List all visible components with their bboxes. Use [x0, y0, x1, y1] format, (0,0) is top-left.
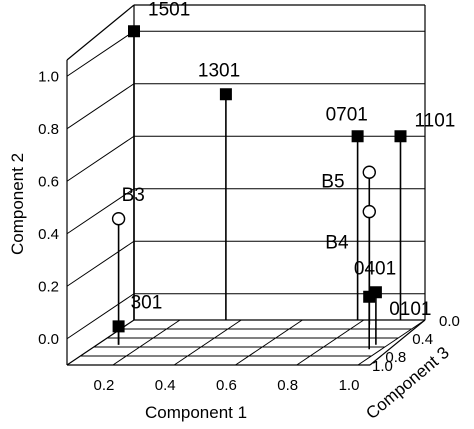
y-tick-label: 0.0 [38, 331, 59, 348]
x-gridline-floor [357, 319, 426, 366]
floor-right-edge [369, 319, 426, 366]
y-axis-title: Component 2 [8, 153, 27, 255]
stems [117, 31, 402, 350]
z-tick-label: 0.4 [412, 331, 433, 348]
point-label: 0401 [354, 258, 396, 279]
circle-marker [111, 212, 126, 226]
point-label: 1301 [198, 60, 240, 81]
x-tick-label: 0.2 [94, 377, 115, 394]
square-marker [219, 88, 232, 101]
x-tick-label: 0.6 [216, 377, 237, 394]
x-axis-title: Component 1 [145, 403, 247, 422]
markers [111, 25, 407, 333]
x-tick-label: 0.8 [277, 377, 298, 394]
square-marker [394, 130, 407, 143]
z-tick-label: 0.0 [439, 313, 460, 330]
point-label: B5 [321, 171, 344, 192]
square-marker [112, 320, 125, 333]
y-tick-label: 1.0 [38, 68, 59, 85]
z-tick-label: 0.8 [385, 349, 406, 366]
point-label: 1101 [414, 110, 455, 131]
y-gridline [66, 30, 425, 77]
x-gridline-floor [173, 319, 242, 366]
y-tick-label: 0.6 [38, 173, 59, 190]
x-gridline-floor [296, 319, 365, 366]
tick-labels: 0.00.20.40.60.81.00.2 0.4 0.6 0.8 1.00.00.40… [38, 68, 460, 394]
circle-marker [362, 204, 376, 219]
top-left-edge [66, 4, 135, 61]
square-marker [363, 290, 376, 303]
point-label: 1501 [148, 0, 190, 20]
point-label: 0101 [389, 299, 431, 320]
y-tick-label: 0.8 [38, 121, 59, 138]
square-marker [128, 25, 140, 38]
x-gridline-floor [235, 319, 303, 366]
point-label: B3 [122, 185, 145, 206]
z-tick-label: 1.0 [372, 358, 393, 375]
point-label: 301 [131, 292, 163, 313]
y-gridline [66, 83, 425, 130]
x-tick-label: 0.4 [155, 377, 176, 394]
z-axis-title: Component 3 [362, 343, 452, 423]
point-label: B4 [325, 233, 349, 254]
y-tick-label: 0.4 [38, 226, 59, 243]
square-marker [351, 130, 364, 143]
x-tick-label: 1.0 [339, 377, 360, 394]
circle-marker [362, 165, 376, 179]
y-tick-label: 0.2 [38, 278, 59, 295]
point-labels: 1501 1301 0701 1101 B5 B4 B3 0401 0101 301 [122, 0, 456, 320]
x-gridline-floor [112, 319, 181, 366]
point-label: 0701 [326, 104, 368, 125]
